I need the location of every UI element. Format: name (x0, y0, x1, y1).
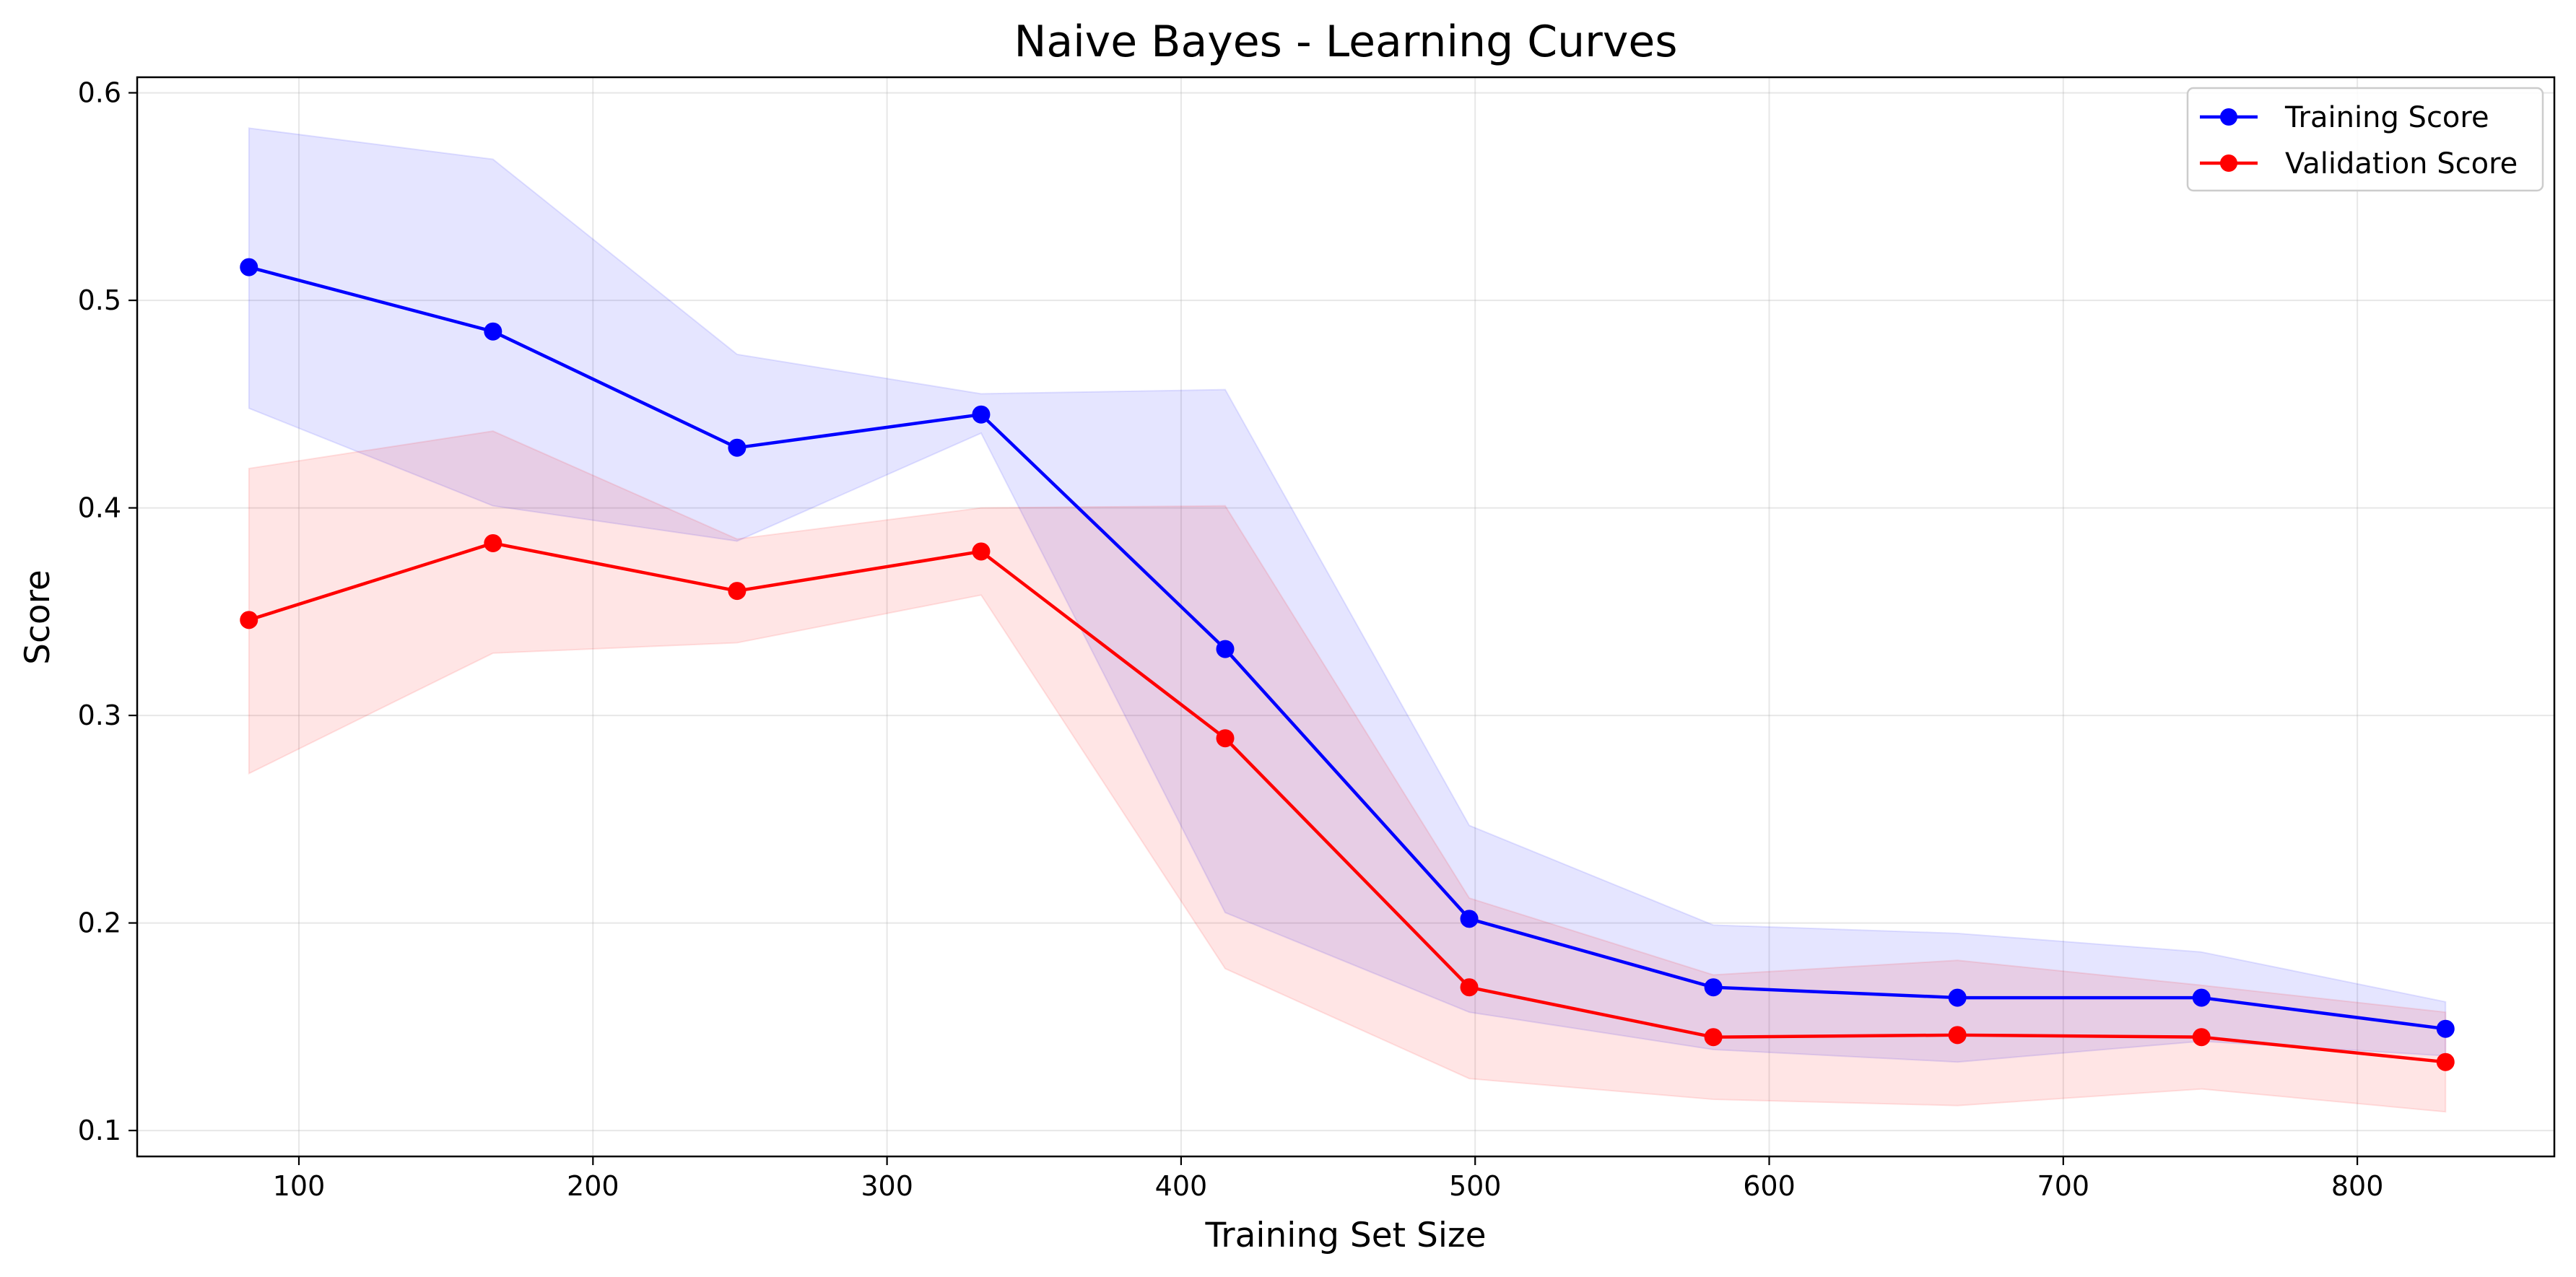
series-lines (248, 265, 2446, 1064)
validation-score-point (484, 533, 502, 552)
validation-score-point (1216, 729, 1235, 748)
x-axis-label: Training Set Size (1205, 1216, 1487, 1255)
x-tick-label: 500 (1449, 1170, 1502, 1202)
validation-score-band (248, 430, 2447, 1113)
training-score-point (1948, 988, 1967, 1007)
legend-swatch-training-marker (2220, 108, 2237, 126)
series-markers (240, 258, 2455, 1071)
y-tick-label: 0.2 (78, 907, 121, 939)
x-tick-label: 400 (1155, 1170, 1208, 1202)
x-tick-label: 200 (567, 1170, 619, 1202)
plot-area-frame (136, 76, 2556, 1158)
x-tick-label: 700 (2037, 1170, 2090, 1202)
x-tick-label: 600 (1743, 1170, 1796, 1202)
y-tick-label: 0.6 (78, 77, 121, 109)
training-score-point (728, 438, 747, 457)
validation-score-point (728, 582, 747, 601)
y-tick-label: 0.5 (78, 284, 121, 316)
validation-score-point (1948, 1026, 1967, 1045)
training-score-point (972, 405, 991, 424)
training-score-line (248, 265, 2446, 1031)
grid-lines (137, 77, 2554, 1156)
training-score-point (1460, 910, 1479, 928)
y-axis-label: Score (18, 570, 58, 665)
validation-score-line (248, 541, 2446, 1064)
training-score-point (240, 258, 258, 276)
x-tick-label: 800 (2331, 1170, 2384, 1202)
legend-label-training: Training Score (2284, 101, 2489, 134)
training-score-point (2192, 988, 2211, 1007)
y-tick-label: 0.1 (78, 1115, 121, 1146)
chart-title: Naive Bayes - Learning Curves (1014, 17, 1677, 67)
legend-swatch-validation-marker (2220, 154, 2237, 172)
x-axis-ticks: 100 200 300 400 500 600 700 800 (273, 1156, 2384, 1202)
y-tick-label: 0.4 (78, 492, 121, 524)
legend-box (2186, 87, 2544, 192)
legend: Training Score Validation Score (2186, 87, 2544, 192)
validation-score-point (2192, 1028, 2211, 1047)
validation-score-point (1704, 1028, 1723, 1047)
x-tick-label: 100 (273, 1170, 326, 1202)
validation-score-point (972, 542, 991, 561)
training-score-point (1216, 640, 1235, 658)
y-tick-label: 0.3 (78, 699, 121, 731)
y-axis-ticks: 0.1 0.2 0.3 0.4 0.5 0.6 (78, 77, 137, 1146)
training-score-point (484, 322, 502, 341)
x-tick-label: 300 (861, 1170, 913, 1202)
training-score-point (2436, 1019, 2455, 1038)
legend-label-validation: Validation Score (2285, 147, 2518, 180)
validation-score-point (1460, 978, 1479, 997)
training-score-point (1704, 978, 1723, 997)
confidence-bands (248, 127, 2447, 1113)
validation-score-point (2436, 1052, 2455, 1071)
validation-score-point (240, 611, 258, 629)
